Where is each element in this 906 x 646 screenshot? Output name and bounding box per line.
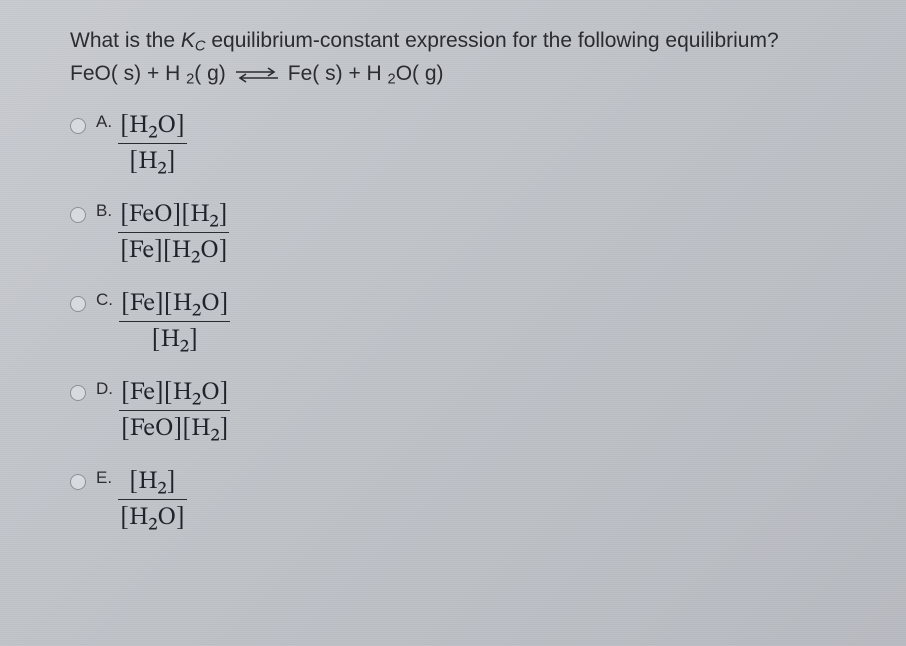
radio-icon[interactable] xyxy=(70,385,86,401)
option-expression: [Fe][H₂O] [FeO][H₂] xyxy=(119,377,230,444)
radio-icon[interactable] xyxy=(70,118,86,134)
question-block: What is the KC equilibrium-constant expr… xyxy=(0,0,906,553)
option-a[interactable]: A. [H₂O] [H₂] xyxy=(70,110,876,177)
radio-icon[interactable] xyxy=(70,296,86,312)
kc-subscript: C xyxy=(195,39,206,55)
option-b[interactable]: B. [FeO][H₂] [Fe][H₂O] xyxy=(70,199,876,266)
option-letter: A. xyxy=(96,112,112,132)
option-e[interactable]: E. [H₂] [H₂O] xyxy=(70,466,876,533)
equilibrium-arrow-icon xyxy=(234,67,280,83)
question-prompt: What is the KC equilibrium-constant expr… xyxy=(70,26,876,58)
option-letter: B. xyxy=(96,201,112,221)
reaction-lhs: FeO( s) + H 2( g) xyxy=(70,62,226,88)
radio-icon[interactable] xyxy=(70,474,86,490)
reaction-equation: FeO( s) + H 2( g) Fe( s) + H 2O( g) xyxy=(70,62,876,88)
prompt-suffix: equilibrium-constant expression for the … xyxy=(206,29,779,52)
reaction-rhs: Fe( s) + H 2O( g) xyxy=(288,62,444,88)
option-d[interactable]: D. [Fe][H₂O] [FeO][H₂] xyxy=(70,377,876,444)
options-list: A. [H₂O] [H₂] B. [FeO][H₂] [Fe][H₂O] C. … xyxy=(70,110,876,533)
kc-symbol: K xyxy=(181,29,195,52)
option-c[interactable]: C. [Fe][H₂O] [H₂] xyxy=(70,288,876,355)
radio-icon[interactable] xyxy=(70,207,86,223)
option-letter: E. xyxy=(96,468,112,488)
prompt-prefix: What is the xyxy=(70,29,181,52)
option-expression: [H₂] [H₂O] xyxy=(118,466,187,533)
option-letter: D. xyxy=(96,379,113,399)
option-expression: [H₂O] [H₂] xyxy=(118,110,187,177)
option-letter: C. xyxy=(96,290,113,310)
option-expression: [Fe][H₂O] [H₂] xyxy=(119,288,230,355)
option-expression: [FeO][H₂] [Fe][H₂O] xyxy=(118,199,229,266)
